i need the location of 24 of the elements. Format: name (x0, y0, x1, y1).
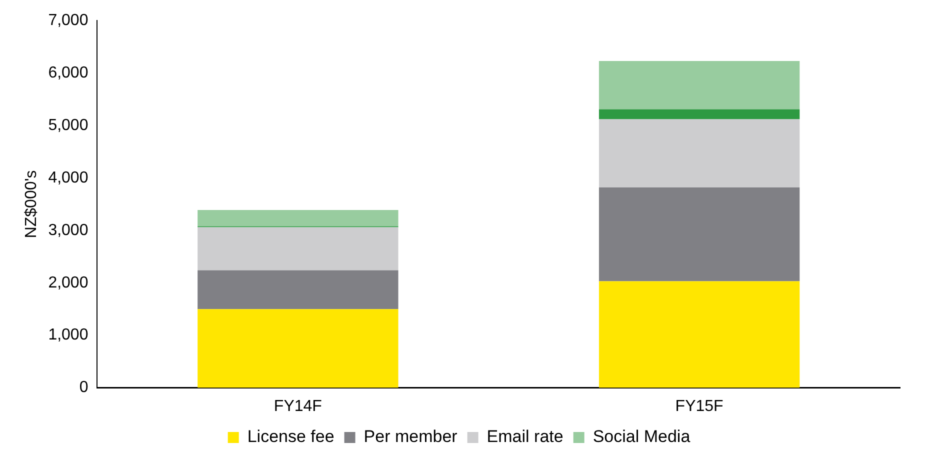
legend-label: Social Media (592, 427, 691, 446)
legend-label: Per member (364, 427, 458, 446)
y-axis-title: NZ$000's (23, 170, 40, 238)
bar (598, 109, 800, 120)
bar (598, 281, 800, 388)
y-tick-label: 4,000 (48, 169, 88, 186)
bar (598, 187, 800, 282)
y-tick-label: 2,000 (48, 274, 88, 292)
y-tick-label: 5,000 (48, 116, 88, 134)
y-tick-label: 7,000 (48, 12, 88, 30)
y-tick-label: 6,000 (48, 64, 88, 82)
legend-label: Email rate (486, 427, 564, 446)
bar (598, 60, 800, 110)
legend-label: License fee (247, 427, 334, 446)
x-tick-label: FY15F (675, 398, 724, 415)
bar (198, 227, 398, 270)
y-tick-label: 1,000 (48, 326, 88, 344)
y-tick-label: 3,000 (48, 222, 88, 239)
x-tick-label: FY14F (274, 398, 322, 415)
bar (198, 210, 398, 226)
bar (598, 119, 800, 188)
y-tick-label: 0 (79, 379, 88, 396)
bar (198, 309, 398, 388)
bar (198, 270, 398, 310)
